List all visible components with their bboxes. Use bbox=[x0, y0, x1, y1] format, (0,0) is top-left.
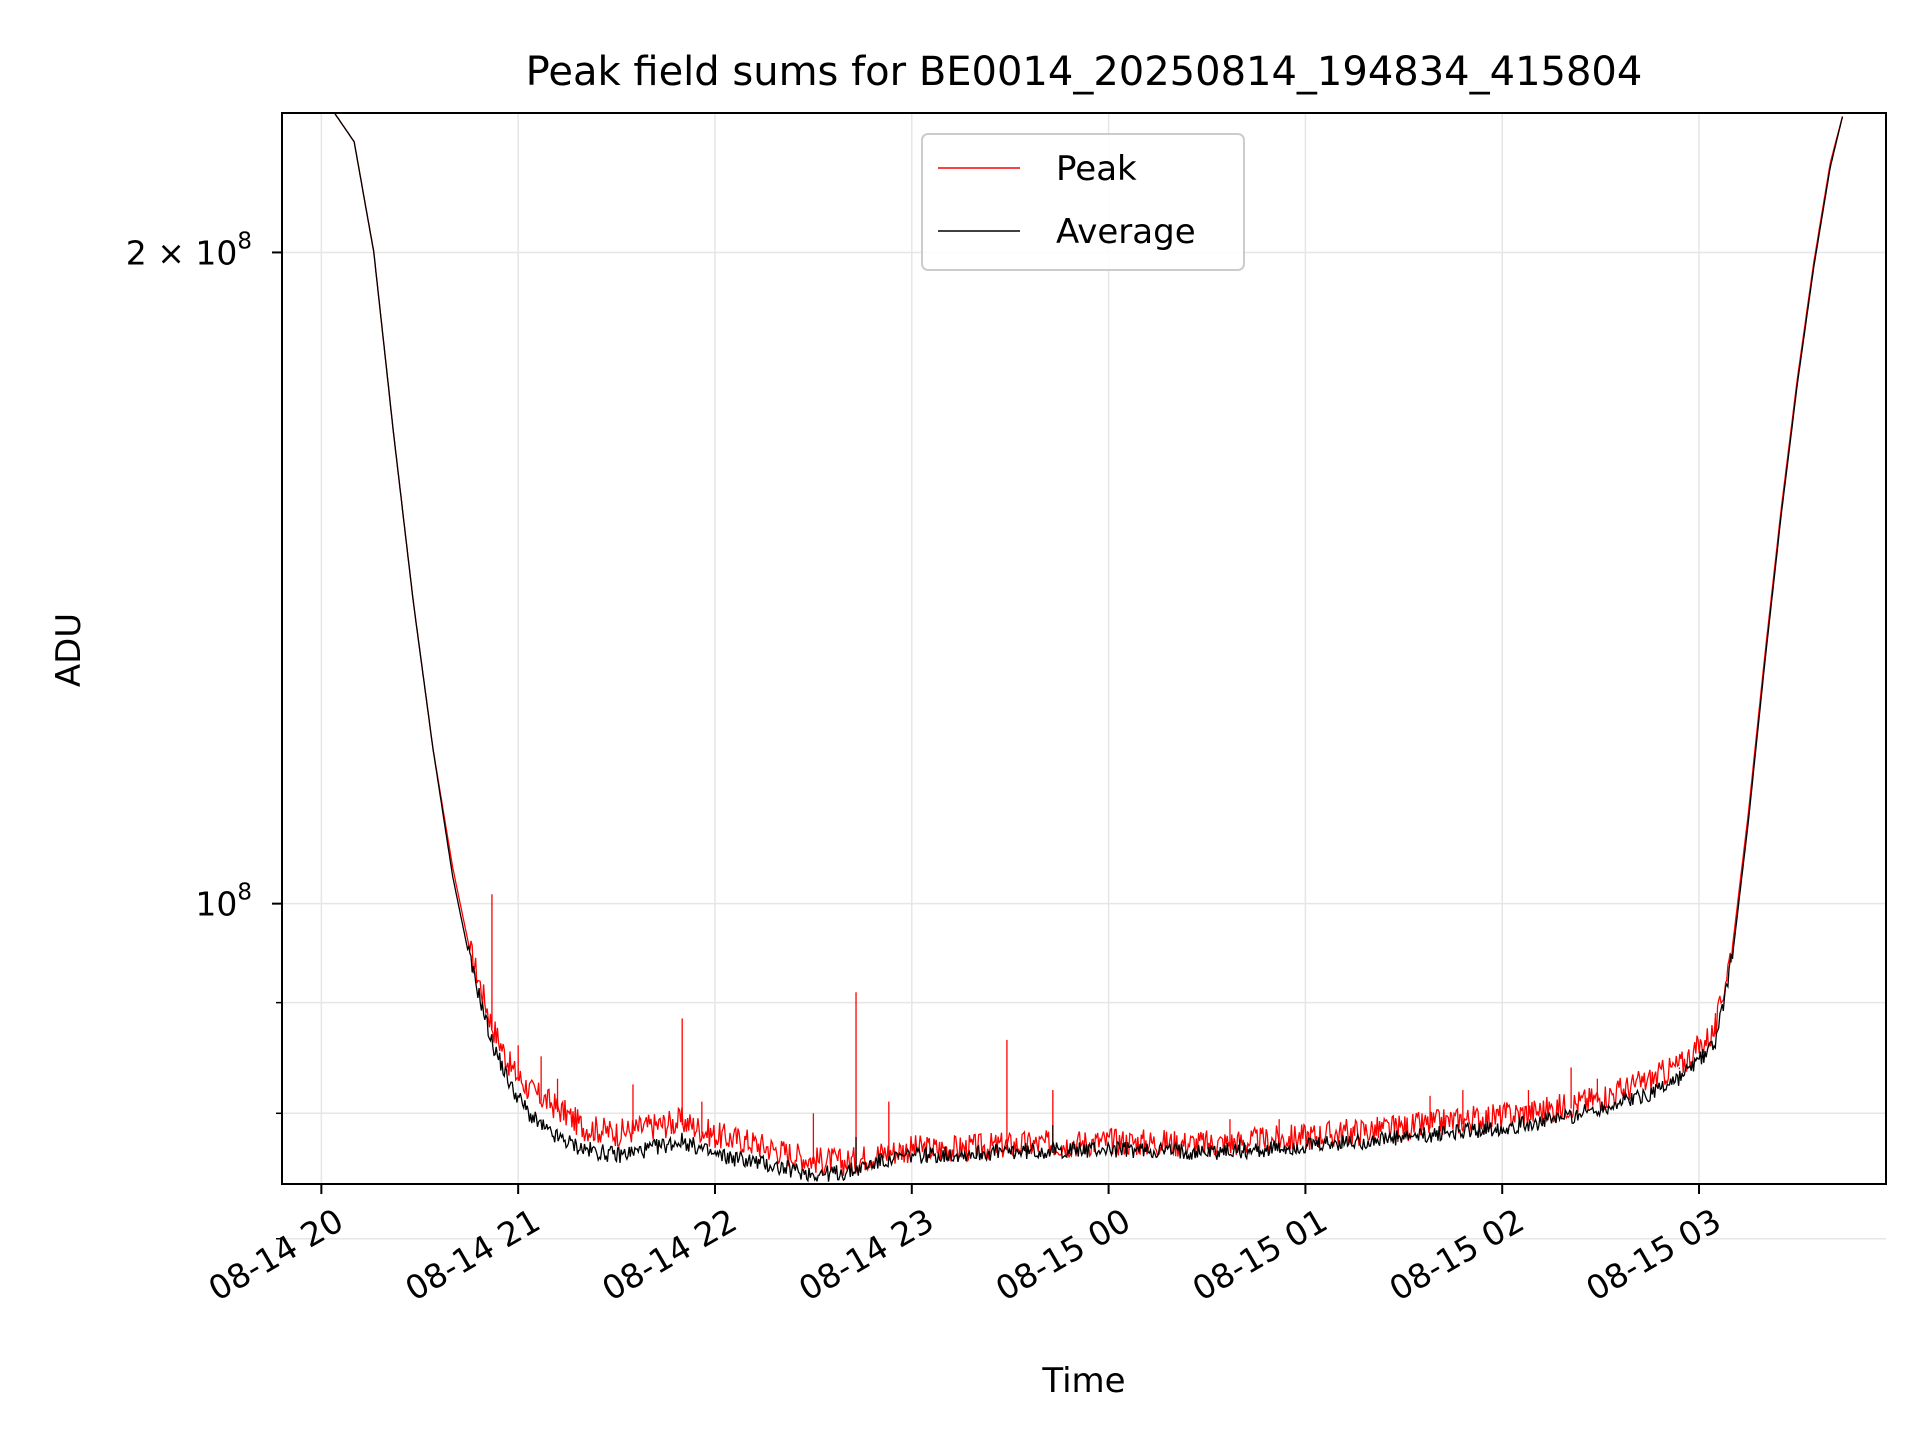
y-axis: 108 2 × 108 bbox=[126, 228, 282, 1240]
legend-label-peak: Peak bbox=[1056, 149, 1137, 189]
x-axis-label: Time bbox=[1041, 1361, 1125, 1401]
legend: Peak Average bbox=[921, 133, 1245, 271]
y-tick-label: 2 × 108 bbox=[126, 228, 252, 272]
series-line-peak bbox=[282, 113, 1844, 1176]
y-axis-label: ADU bbox=[49, 613, 89, 687]
plot-frame bbox=[281, 112, 1887, 1185]
chart-title: Peak field sums for BE0014_20250814_1948… bbox=[526, 49, 1643, 95]
plot-area bbox=[282, 113, 1844, 1183]
series-line-average bbox=[282, 113, 1844, 1183]
series-layer bbox=[282, 113, 1844, 1183]
y-tick-label: 108 bbox=[195, 880, 252, 924]
legend-label-average: Average bbox=[1056, 212, 1196, 252]
